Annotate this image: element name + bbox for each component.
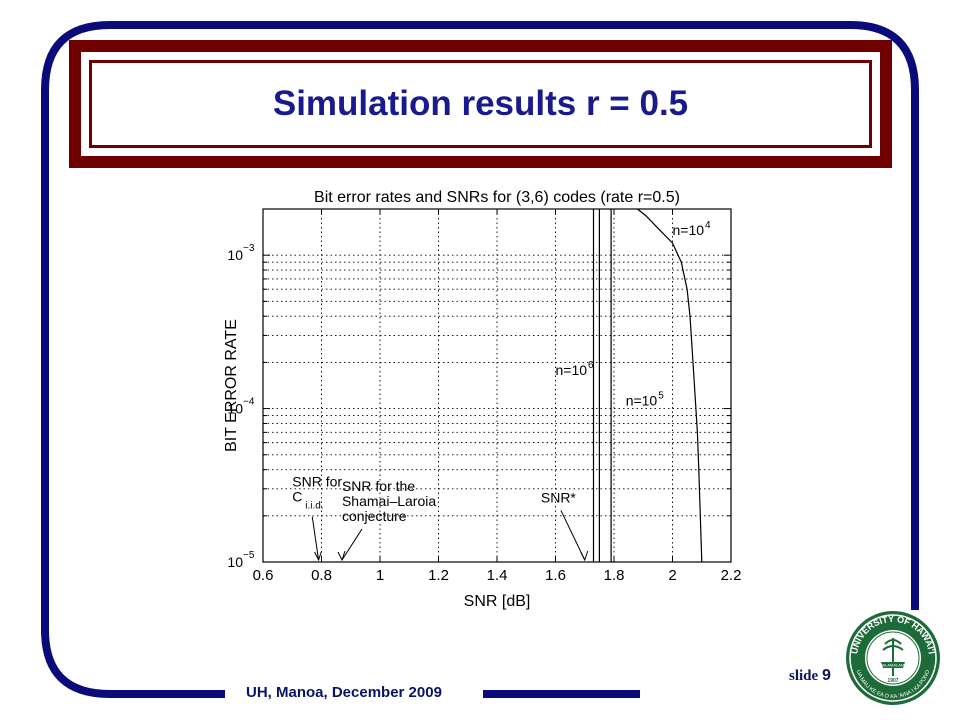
y-tick-label-exponent: −4 — [243, 397, 255, 408]
y-tick-label: 10 — [227, 247, 243, 263]
x-tick-label: 1.2 — [428, 567, 449, 584]
x-tick-label: 1 — [376, 567, 384, 584]
x-tick-label: 1.6 — [545, 567, 566, 584]
seal-ring-line — [849, 614, 937, 702]
x-tick-label: 0.8 — [311, 567, 332, 584]
annotation-snr-ciid-subscript: i.i.d. — [305, 501, 323, 512]
x-tick-label: 2 — [668, 567, 676, 584]
slide-label: slide 9 — [789, 667, 831, 685]
chart-title: Bit error rates and SNRs for (3,6) codes… — [314, 189, 680, 206]
annotation-snr-star-line: SNR* — [541, 489, 577, 505]
x-axis-label: SNR [dB] — [464, 593, 531, 610]
chart-axes — [262, 208, 732, 563]
y-tick-label-exponent: −5 — [243, 550, 255, 561]
series-label-n4: n=10 — [673, 222, 705, 238]
x-tick-label: 0.6 — [253, 567, 274, 584]
annotation-snr-star-arrowhead — [580, 550, 589, 562]
slide-label-text: slide — [789, 668, 819, 684]
seal-center-line — [866, 631, 920, 685]
annotation-snr-ciid-arrowhead — [314, 550, 323, 562]
footer-text: UH, Manoa, December 2009 — [246, 684, 442, 701]
x-tick-label: 1.8 — [604, 567, 625, 584]
y-tick-label-exponent: −3 — [243, 243, 255, 254]
annotation-snr-shamai-arrow — [341, 528, 363, 561]
title-box: Simulation results r = 0.5 — [69, 40, 892, 168]
seal-torch-icon — [882, 638, 904, 676]
seal-banner-text: MALAMALAMA — [879, 663, 907, 668]
y-tick-label: 10 — [227, 401, 243, 417]
annotation-snr-ciid-line: SNR for — [292, 474, 342, 490]
series-label-exponent-n6: 6 — [588, 360, 594, 371]
annotation-snr-shamai-line: conjecture — [342, 508, 407, 524]
x-tick-label: 1.4 — [487, 567, 508, 584]
y-axis-label: BIT ERROR RATE — [223, 319, 240, 452]
annotation-snr-ciid-arrow — [311, 516, 320, 561]
series-line — [637, 208, 703, 563]
frame-border — [41, 21, 919, 698]
seal-year: 1907 — [887, 678, 898, 684]
x-tick-label: 2.2 — [721, 567, 742, 584]
series-label-exponent-n4: 4 — [705, 220, 711, 231]
annotation-snr-ciid-line: C — [292, 489, 302, 505]
university-seal-logo: UNIVERSITY OF HAWAI'I UA MAU KE EA O KA … — [846, 611, 940, 705]
seal-banner — [881, 662, 905, 668]
annotation-snr-shamai-arrowhead — [337, 550, 346, 562]
title-box-inner: Simulation results r = 0.5 — [89, 60, 872, 148]
annotation-snr-shamai-line: Shamai–Laroia — [342, 493, 436, 509]
slide-number: 9 — [821, 667, 831, 684]
series-label-exponent-n5: 5 — [658, 390, 664, 401]
chart-grid — [263, 208, 731, 562]
slide-title: Simulation results r = 0.5 — [272, 84, 689, 123]
series-label-n6: n=10 — [556, 362, 588, 378]
chart-series — [592, 208, 703, 563]
y-tick-label: 10 — [227, 554, 243, 570]
series-label-n5: n=10 — [626, 392, 658, 408]
annotation-snr-shamai-line: SNR for the — [342, 478, 415, 494]
annotation-snr-star-arrow — [560, 510, 586, 561]
